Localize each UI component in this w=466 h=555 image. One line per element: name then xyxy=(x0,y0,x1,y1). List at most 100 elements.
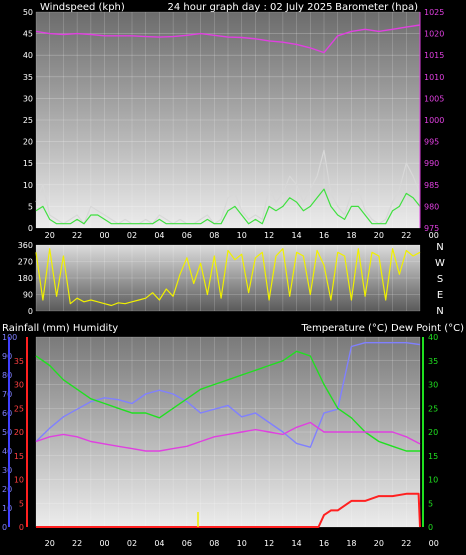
wind-gust-line xyxy=(35,149,421,225)
wind-baro-series xyxy=(35,24,421,225)
temperature-tick-label: 35 xyxy=(428,357,438,366)
wind-direction-line xyxy=(35,248,421,307)
wind-baro-ticks: 0510152025303540455097598098599099510001… xyxy=(23,8,445,240)
compass-tick-label: E xyxy=(437,290,443,301)
dew-point-line xyxy=(35,421,421,452)
humidity-tick-label: 30 xyxy=(2,466,12,475)
time-tick-label: 06 xyxy=(182,539,192,548)
time-tick-label: 20 xyxy=(45,539,55,548)
humidity-tick-label: 0 xyxy=(2,523,7,532)
time-tick-label: 00 xyxy=(99,231,109,240)
time-tick-label: 22 xyxy=(401,539,411,548)
temperature-tick-label: 20 xyxy=(428,428,438,437)
barometer-tick-label: 975 xyxy=(424,224,439,233)
barometer-tick-label: 1020 xyxy=(424,30,444,39)
time-tick-label: 00 xyxy=(429,231,439,240)
humidity-tick-label: 70 xyxy=(2,390,12,399)
time-tick-label: 10 xyxy=(237,539,247,548)
rainfall-tick-label: 5 xyxy=(19,499,24,508)
compass-tick-label: N xyxy=(436,306,443,317)
temperature-tick-label: 5 xyxy=(428,499,433,508)
temperature-axis-title: Temperature (°C) Dew Point (°C) xyxy=(301,323,465,334)
wind-baro-grid xyxy=(35,11,421,229)
barometer-tick-label: 980 xyxy=(424,202,439,211)
time-tick-label: 08 xyxy=(209,231,219,240)
time-tick-label: 00 xyxy=(429,539,439,548)
time-tick-label: 18 xyxy=(346,539,356,548)
time-tick-label: 16 xyxy=(319,231,329,240)
wind-speed-line xyxy=(35,188,421,225)
time-tick-label: 10 xyxy=(237,231,247,240)
direction-tick-label: 270 xyxy=(18,258,33,267)
windspeed-tick-label: 15 xyxy=(23,159,33,168)
time-tick-label: 14 xyxy=(291,231,301,240)
temperature-tick-label: 10 xyxy=(428,476,438,485)
time-tick-label: 02 xyxy=(127,539,137,548)
barometer-tick-label: 1010 xyxy=(424,73,444,82)
temperature-tick-label: 0 xyxy=(428,523,433,532)
windspeed-tick-label: 35 xyxy=(23,73,33,82)
wind-direction-series xyxy=(35,248,421,307)
barometer-axis-title: Barometer (hpa) xyxy=(335,2,418,13)
time-tick-label: 20 xyxy=(374,231,384,240)
rainfall-tick-label: 20 xyxy=(14,428,24,437)
humidity-tick-label: 90 xyxy=(2,352,12,361)
time-tick-label: 22 xyxy=(72,231,82,240)
time-tick-label: 12 xyxy=(264,539,274,548)
direction-tick-label: 90 xyxy=(23,291,33,300)
rainfall-tick-label: 10 xyxy=(14,476,24,485)
temp-humidity-series xyxy=(35,342,421,528)
compass-tick-label: S xyxy=(437,274,443,285)
windspeed-tick-label: 50 xyxy=(23,8,33,17)
time-tick-label: 18 xyxy=(346,231,356,240)
time-tick-label: 16 xyxy=(319,539,329,548)
temperature-tick-label: 25 xyxy=(428,404,438,413)
time-tick-label: 22 xyxy=(401,231,411,240)
time-tick-label: 02 xyxy=(127,231,137,240)
humidity-tick-label: 50 xyxy=(2,428,12,437)
windspeed-tick-label: 45 xyxy=(23,30,33,39)
chart-title: 24 hour graph day : 02 July 2025 xyxy=(167,2,332,13)
barometer-tick-label: 1025 xyxy=(424,8,444,17)
time-tick-label: 20 xyxy=(374,539,384,548)
rainfall-tick-label: 0 xyxy=(19,523,24,532)
time-tick-label: 20 xyxy=(45,231,55,240)
windspeed-tick-label: 10 xyxy=(23,181,33,190)
barometer-tick-label: 1005 xyxy=(424,94,444,103)
direction-tick-label: 360 xyxy=(18,241,33,250)
compass-tick-label: W xyxy=(435,258,445,269)
compass-tick-label: N xyxy=(436,242,443,253)
barometer-tick-label: 1000 xyxy=(424,116,444,125)
wind-baro-plot-area xyxy=(36,12,420,228)
rainfall-tick-label: 15 xyxy=(14,452,24,461)
direction-tick-label: 0 xyxy=(28,307,33,316)
wind-direction-grid xyxy=(35,244,421,312)
temperature-tick-label: 40 xyxy=(428,333,438,342)
barometer-tick-label: 990 xyxy=(424,159,439,168)
temperature-tick-label: 30 xyxy=(428,381,438,390)
rainfall-tick-label: 35 xyxy=(14,357,24,366)
barometer-tick-label: 1015 xyxy=(424,51,444,60)
time-tick-label: 04 xyxy=(154,539,164,548)
time-tick-label: 22 xyxy=(72,539,82,548)
temperature-tick-label: 15 xyxy=(428,452,438,461)
windspeed-tick-label: 30 xyxy=(23,94,33,103)
humidity-tick-label: 20 xyxy=(2,485,12,494)
time-tick-label: 06 xyxy=(182,231,192,240)
direction-tick-label: 180 xyxy=(18,274,33,283)
windspeed-tick-label: 25 xyxy=(23,116,33,125)
rainfall-tick-label: 30 xyxy=(14,381,24,390)
windspeed-tick-label: 0 xyxy=(28,224,33,233)
humidity-tick-label: 80 xyxy=(2,371,12,380)
windspeed-tick-label: 40 xyxy=(23,51,33,60)
rain-humidity-axis-title: Rainfall (mm) Humidity xyxy=(2,323,118,334)
windspeed-tick-label: 5 xyxy=(28,202,33,211)
barometer-tick-label: 985 xyxy=(424,181,439,190)
wind-direction-plot-area xyxy=(36,245,420,311)
humidity-tick-label: 10 xyxy=(2,504,12,513)
temperature-line xyxy=(35,350,420,452)
time-tick-label: 12 xyxy=(264,231,274,240)
time-tick-label: 04 xyxy=(154,231,164,240)
